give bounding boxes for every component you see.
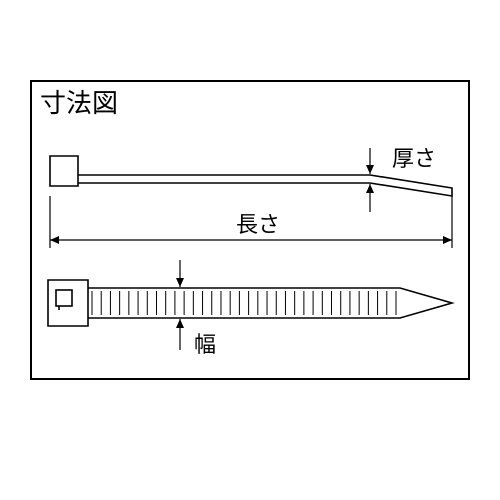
label-thickness: 厚さ — [392, 146, 436, 171]
label-length: 長さ — [236, 212, 280, 237]
diagram-svg: 寸法図厚さ長さ幅 — [0, 0, 500, 500]
cable-tie-top-view — [48, 280, 452, 326]
diagram-canvas: 寸法図厚さ長さ幅 — [0, 0, 500, 500]
diagram-title: 寸法図 — [40, 88, 118, 118]
label-width: 幅 — [194, 332, 216, 357]
